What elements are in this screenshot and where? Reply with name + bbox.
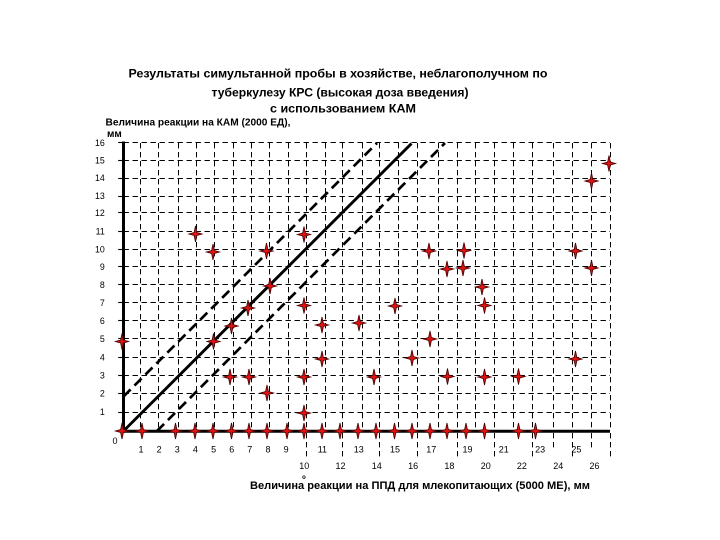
- svg-text:13: 13: [95, 191, 105, 201]
- svg-text:11: 11: [96, 227, 105, 237]
- svg-text:Величина реакции на КАМ (2000: Величина реакции на КАМ (2000 ЕД),: [106, 118, 291, 129]
- svg-text:12: 12: [95, 208, 105, 218]
- svg-text:24: 24: [553, 461, 563, 471]
- svg-text:1: 1: [138, 445, 143, 455]
- svg-text:0: 0: [112, 436, 117, 446]
- svg-text:о: о: [302, 475, 306, 481]
- svg-text:9: 9: [100, 262, 105, 272]
- svg-text:23: 23: [535, 445, 545, 455]
- svg-text:3: 3: [175, 445, 180, 455]
- svg-text:19: 19: [462, 445, 472, 455]
- svg-text:7: 7: [247, 445, 252, 455]
- svg-text:Результаты симультанной пробы: Результаты симультанной пробы в хозяйств…: [129, 67, 548, 81]
- svg-text:25: 25: [571, 445, 581, 455]
- svg-text:16: 16: [408, 461, 418, 471]
- svg-text:2: 2: [100, 389, 105, 399]
- svg-text:11: 11: [318, 445, 327, 455]
- svg-text:5: 5: [100, 334, 105, 344]
- svg-text:15: 15: [390, 445, 400, 455]
- svg-text:17: 17: [426, 445, 436, 455]
- svg-text:3: 3: [100, 371, 105, 381]
- svg-text:21: 21: [499, 445, 509, 455]
- svg-text:4: 4: [193, 445, 198, 455]
- svg-text:26: 26: [589, 461, 599, 471]
- svg-text:7: 7: [100, 298, 105, 308]
- svg-text:мм: мм: [107, 129, 122, 140]
- svg-text:8: 8: [100, 280, 105, 290]
- svg-text:1: 1: [100, 407, 105, 417]
- svg-text:10: 10: [95, 245, 105, 255]
- svg-text:4: 4: [100, 353, 105, 363]
- svg-text:2: 2: [157, 445, 162, 455]
- svg-text:16: 16: [95, 138, 105, 148]
- svg-text:8: 8: [265, 445, 270, 455]
- svg-text:12: 12: [335, 461, 345, 471]
- svg-text:9: 9: [284, 445, 289, 455]
- svg-text:13: 13: [354, 445, 364, 455]
- svg-text:10: 10: [299, 461, 309, 471]
- svg-text:Величина реакции на ППД для м: Величина реакции на ППД для млекопитающи…: [250, 480, 590, 492]
- svg-text:14: 14: [372, 461, 382, 471]
- svg-text:22: 22: [517, 461, 527, 471]
- svg-text:6: 6: [100, 316, 105, 326]
- svg-text:14: 14: [95, 173, 105, 183]
- svg-text:20: 20: [481, 461, 491, 471]
- svg-text:6: 6: [229, 445, 234, 455]
- svg-text:18: 18: [444, 461, 454, 471]
- svg-text:15: 15: [95, 156, 105, 166]
- svg-text:5: 5: [211, 445, 216, 455]
- svg-text:с использованием КАМ: с использованием КАМ: [270, 102, 416, 116]
- svg-text:туберкулезу КРС (высокая доза: туберкулезу КРС (высокая доза введения): [212, 85, 469, 99]
